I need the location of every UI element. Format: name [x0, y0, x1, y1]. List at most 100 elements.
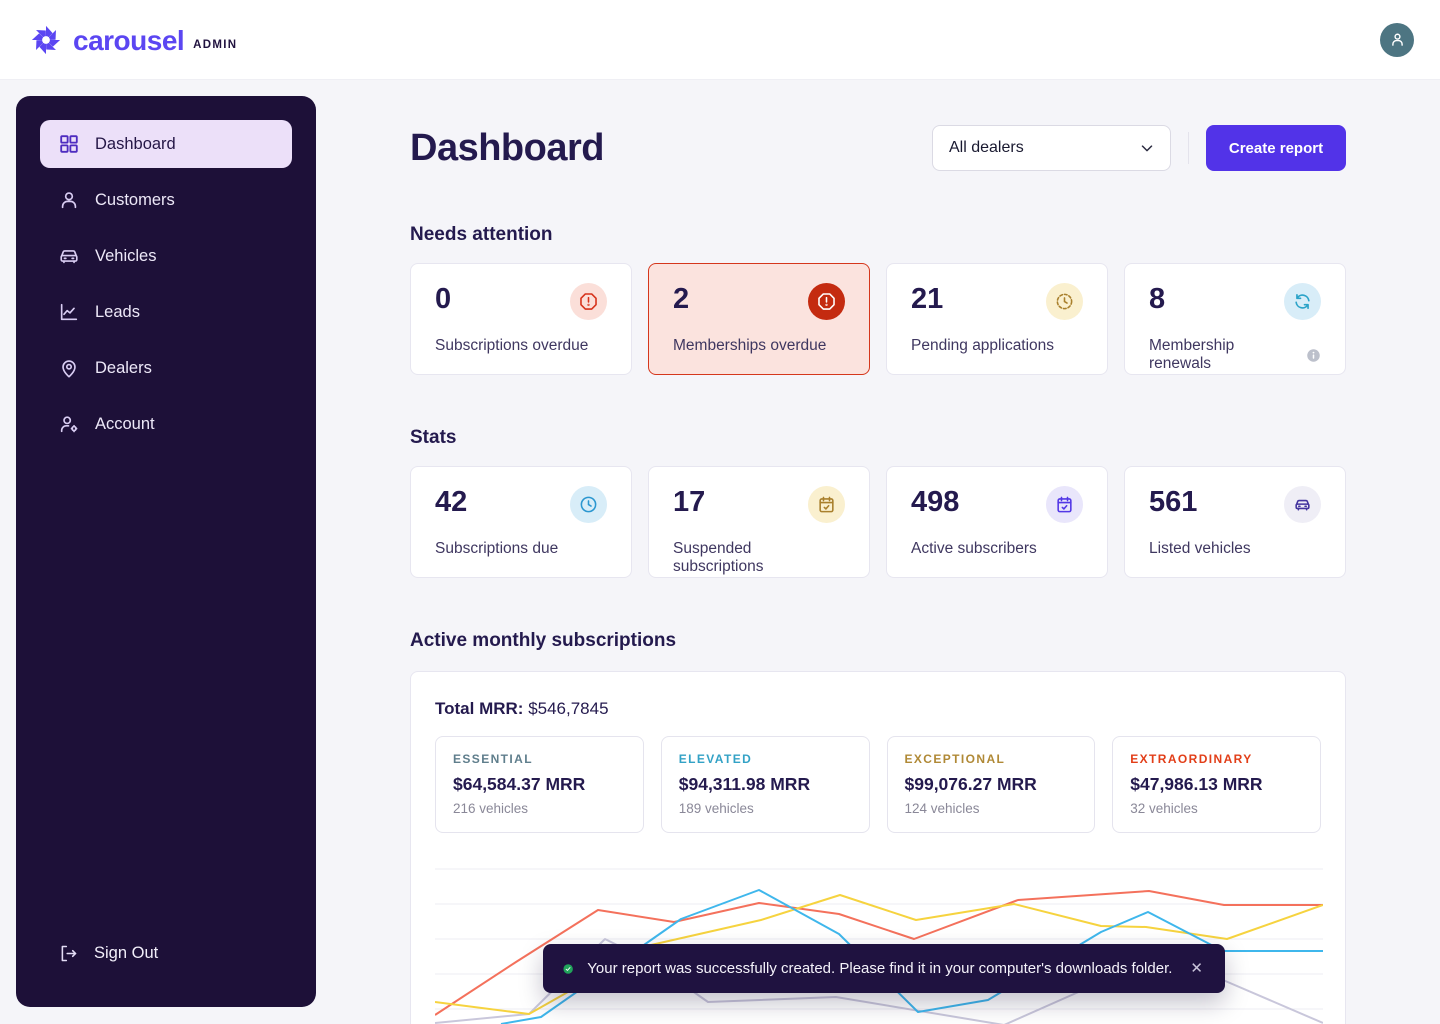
pinwheel-logo-icon [31, 25, 61, 54]
stats-heading: Stats [410, 427, 457, 448]
tier-name: ESSENTIAL [453, 752, 533, 766]
card-label: Subscriptions due [435, 540, 559, 558]
car-icon [60, 250, 78, 264]
card-active-subscribers[interactable]: 498 Active subscribers [886, 466, 1108, 578]
subscriptions-heading: Active monthly subscriptions [410, 630, 677, 651]
tier-vehicles: 189 vehicles [678, 801, 754, 816]
tier-vehicles: 32 vehicles [1130, 801, 1198, 816]
tier-card-essential: ESSENTIAL $64,584.37 MRR 216 vehicles [435, 736, 644, 833]
sidebar-item-label: Dealers [95, 358, 152, 377]
tier-card-elevated: ELEVATED $94,311.98 MRR 189 vehicles [660, 736, 870, 833]
brand-name: carousel [73, 24, 185, 56]
card-membership-renewals[interactable]: 8 Membership renewals [1124, 263, 1346, 375]
needs-attention-cards: 0 Subscriptions overdue 2 Memberships ov… [410, 263, 1346, 375]
card-label: Suspended subscriptions [673, 540, 764, 576]
info-icon[interactable] [1306, 348, 1321, 363]
brand-suffix: ADMIN [193, 38, 238, 51]
sidebar: Dashboard Customers Vehicles Leads Deale… [16, 96, 316, 1007]
toast-message: Your report was successfully created. Pl… [587, 960, 1173, 977]
card-value: 2 [673, 283, 690, 315]
card-value: 8 [1149, 283, 1166, 315]
tier-mrr: $64,584.37 MRR [453, 774, 586, 794]
sidebar-item-dashboard[interactable]: Dashboard [40, 120, 292, 168]
line-chart [434, 868, 1324, 1024]
sidebar-item-vehicles[interactable]: Vehicles [40, 232, 292, 280]
total-mrr-label: Total MRR: [435, 699, 524, 718]
total-mrr-value: $546,7845 [528, 699, 609, 718]
map-pin-icon [62, 360, 76, 378]
card-pending-applications[interactable]: 21 Pending applications [886, 263, 1108, 375]
tier-cards: ESSENTIAL $64,584.37 MRR 216 vehicles EL… [435, 736, 1321, 833]
stats-cards: 42 Subscriptions due 17 Suspended subscr… [410, 466, 1346, 578]
sidebar-item-customers[interactable]: Customers [40, 176, 292, 224]
card-label: Membership renewals [1149, 337, 1321, 373]
page-title: Dashboard [410, 126, 604, 169]
user-gear-icon [60, 416, 78, 433]
sidebar-item-label: Dashboard [95, 134, 176, 153]
person-icon [1391, 33, 1403, 46]
total-mrr: Total MRR: $546,7845 [435, 699, 1321, 719]
logout-icon [61, 945, 77, 961]
clock-icon [1046, 283, 1083, 320]
card-label: Memberships overdue [673, 337, 827, 355]
success-toast: Your report was successfully created. Pl… [543, 944, 1225, 993]
clock-icon [570, 486, 607, 523]
subscriptions-chart [434, 856, 1324, 1024]
card-value: 498 [911, 486, 960, 518]
card-subscriptions-due[interactable]: 42 Subscriptions due [410, 466, 632, 578]
dealer-filter-select[interactable]: All dealers [932, 125, 1171, 171]
card-value: 0 [435, 283, 452, 315]
sidebar-item-label: Account [95, 414, 155, 433]
series-red [434, 890, 1323, 1016]
card-value: 42 [435, 486, 468, 518]
tier-card-extraordinary: EXTRAORDINARY $47,986.13 MRR 32 vehicles [1112, 736, 1321, 833]
tier-vehicles: 216 vehicles [453, 801, 529, 816]
tier-vehicles: 124 vehicles [904, 801, 980, 816]
dealer-filter-value: All dealers [949, 139, 1024, 156]
card-memberships-overdue[interactable]: 2 Memberships overdue [648, 263, 870, 375]
alert-octagon-icon [808, 283, 845, 320]
tier-mrr: $99,076.27 MRR [904, 774, 1037, 794]
sign-out-label: Sign Out [94, 943, 159, 962]
car-icon [1284, 486, 1321, 523]
sidebar-item-leads[interactable]: Leads [40, 288, 292, 336]
create-report-button[interactable]: Create report [1206, 125, 1346, 171]
card-subscriptions-overdue[interactable]: 0 Subscriptions overdue [410, 263, 632, 375]
refresh-icon [1284, 283, 1321, 320]
brand-logo: carousel ADMIN [28, 22, 237, 58]
check-circle-icon [563, 963, 573, 974]
card-value: 561 [1149, 486, 1198, 518]
tier-card-exceptional: EXCEPTIONAL $99,076.27 MRR 124 vehicles [886, 736, 1096, 833]
toast-close-button[interactable]: ✕ [1186, 957, 1207, 980]
tier-mrr: $47,986.13 MRR [1130, 774, 1263, 794]
card-label: Pending applications [911, 337, 1055, 355]
controls-divider [1188, 132, 1189, 164]
card-label: Active subscribers [911, 540, 1037, 558]
sidebar-item-label: Customers [95, 190, 175, 209]
calendar-check-icon [1046, 486, 1083, 523]
sign-out-button[interactable]: Sign Out [40, 933, 292, 973]
sidebar-item-label: Vehicles [95, 246, 157, 265]
chevron-down-icon [1141, 145, 1153, 152]
card-listed-vehicles[interactable]: 561 Listed vehicles [1124, 466, 1346, 578]
tier-mrr: $94,311.98 MRR [678, 774, 811, 794]
tier-name: EXTRAORDINARY [1130, 752, 1253, 766]
grid-icon [60, 135, 78, 153]
top-header: carousel ADMIN [0, 0, 1440, 80]
card-suspended-subscriptions[interactable]: 17 Suspended subscriptions [648, 466, 870, 578]
main-content: Dashboard All dealers Create report Need… [410, 80, 1346, 1024]
card-value: 17 [673, 486, 706, 518]
tier-name: ELEVATED [678, 752, 753, 766]
chart-line-icon [60, 303, 78, 321]
user-icon [61, 192, 77, 209]
sidebar-item-dealers[interactable]: Dealers [40, 344, 292, 392]
card-label: Subscriptions overdue [435, 337, 589, 355]
tier-name: EXCEPTIONAL [904, 752, 1006, 766]
user-avatar[interactable] [1380, 22, 1414, 57]
card-label: Listed vehicles [1149, 540, 1251, 558]
sidebar-item-account[interactable]: Account [40, 400, 292, 448]
needs-attention-heading: Needs attention [410, 224, 553, 245]
sidebar-item-label: Leads [95, 302, 140, 321]
alert-octagon-icon [570, 283, 607, 320]
card-value: 21 [911, 283, 944, 315]
